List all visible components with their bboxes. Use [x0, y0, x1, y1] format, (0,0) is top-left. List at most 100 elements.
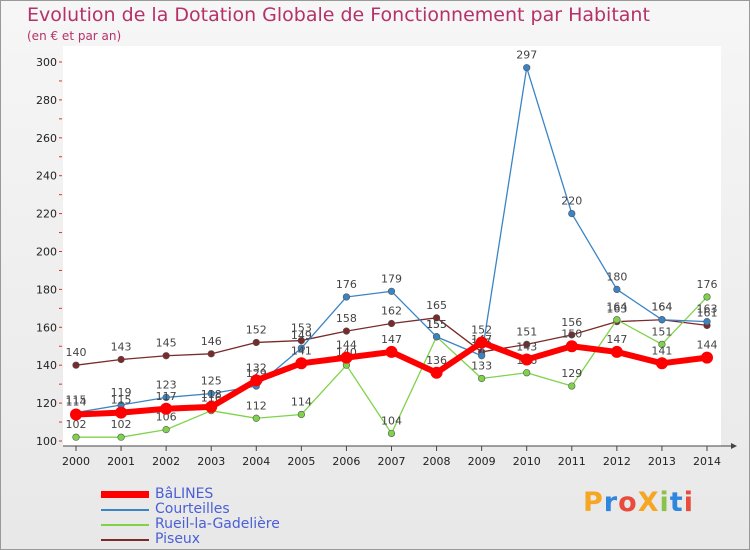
data-point	[297, 410, 305, 419]
data-label: 180	[606, 270, 627, 283]
data-point	[205, 400, 218, 413]
legend-label: Piseux	[155, 531, 201, 547]
x-tick-label: 2006	[332, 455, 360, 468]
data-label: 115	[111, 394, 132, 407]
legend-swatch	[101, 491, 149, 498]
data-label: 151	[651, 325, 672, 338]
data-label: 114	[291, 395, 312, 408]
data-point	[703, 293, 711, 301]
data-point	[610, 345, 623, 358]
data-label: 118	[201, 388, 222, 401]
data-point	[297, 336, 305, 345]
data-label: 114	[66, 395, 87, 408]
data-point	[613, 316, 621, 324]
legend-swatch	[101, 524, 149, 526]
data-label: 158	[336, 312, 357, 325]
data-point	[115, 406, 128, 419]
data-label: 141	[291, 344, 312, 357]
data-point	[295, 357, 308, 370]
y-tick-label: 140	[36, 359, 57, 372]
data-point	[478, 352, 486, 360]
x-tick-label: 2012	[603, 455, 631, 468]
data-label: 163	[606, 303, 627, 316]
y-tick-label: 160	[36, 321, 57, 334]
x-tick-label: 2002	[152, 455, 180, 468]
logo-letter: P	[583, 487, 604, 518]
data-label: 145	[156, 337, 177, 350]
logo-letter: t	[669, 487, 684, 518]
logo-letter: X	[637, 487, 660, 518]
y-tick-label: 240	[36, 170, 57, 183]
data-label: 117	[156, 390, 177, 403]
x-tick-label: 2000	[62, 455, 90, 468]
data-point	[250, 374, 263, 387]
data-label: 143	[516, 341, 537, 354]
proxiti-logo: ProXiti	[583, 487, 694, 518]
data-point	[432, 333, 441, 341]
data-label: 144	[336, 339, 357, 352]
x-tick-label: 2010	[513, 455, 541, 468]
y-tick-label: 220	[36, 208, 57, 221]
legend-swatch	[101, 539, 149, 541]
data-label: 140	[66, 346, 87, 359]
data-point	[568, 331, 576, 339]
legend: BâLINES Courteilles Rueil-la-Gadelière Pise…	[101, 486, 361, 547]
data-point	[387, 429, 396, 438]
data-point	[207, 350, 215, 358]
legend-swatch	[101, 509, 149, 511]
data-point	[162, 393, 170, 402]
data-point	[342, 327, 351, 335]
legend-item: Rueil-la-Gadelière	[101, 516, 361, 532]
data-point	[342, 293, 351, 301]
data-point	[701, 351, 713, 364]
data-label: 176	[336, 278, 357, 291]
x-tick-label: 2009	[468, 455, 496, 468]
data-point	[565, 340, 578, 353]
x-axis-arrow	[731, 443, 737, 449]
y-tick-label: 300	[36, 56, 57, 69]
data-label: 150	[561, 327, 582, 340]
x-tick-label: 2003	[197, 455, 225, 468]
x-tick-label: 2008	[423, 455, 451, 468]
data-label: 136	[426, 354, 447, 367]
data-label: 162	[381, 305, 402, 318]
data-label: 129	[561, 367, 582, 380]
data-point	[207, 390, 215, 398]
data-point	[523, 340, 531, 348]
data-point	[478, 374, 486, 383]
chart-subtitle: (en € et par an)	[27, 29, 122, 43]
data-point	[475, 336, 488, 349]
data-point	[160, 402, 173, 415]
data-label: 102	[111, 418, 132, 431]
x-tick-label: 2005	[287, 455, 315, 468]
data-point	[252, 414, 260, 422]
data-label: 133	[471, 359, 492, 372]
data-label: 151	[516, 325, 537, 338]
data-label: 147	[381, 333, 402, 346]
data-point	[523, 369, 531, 377]
data-point	[430, 366, 443, 379]
legend-item: Piseux	[101, 531, 361, 547]
legend-item: Courteilles	[101, 501, 361, 517]
x-tick-label: 2004	[242, 455, 270, 468]
data-point	[340, 351, 353, 364]
data-point	[523, 64, 531, 72]
data-label: 106	[156, 411, 177, 424]
data-label: 179	[381, 272, 402, 285]
data-label: 119	[111, 386, 132, 399]
logo-letter: o	[618, 487, 638, 518]
data-point	[297, 344, 305, 352]
data-point	[117, 433, 125, 441]
data-label: 152	[471, 323, 492, 336]
data-point	[658, 340, 666, 348]
logo-letter: r	[603, 487, 619, 518]
y-tick-label: 200	[36, 246, 57, 259]
data-point	[162, 426, 170, 434]
data-point	[72, 433, 80, 441]
data-point	[70, 408, 82, 421]
data-label: 144	[697, 339, 718, 352]
data-label: 165	[426, 299, 447, 312]
data-label: 164	[651, 301, 672, 314]
data-label: 143	[111, 341, 132, 354]
legend-label: Courteilles	[155, 501, 230, 517]
